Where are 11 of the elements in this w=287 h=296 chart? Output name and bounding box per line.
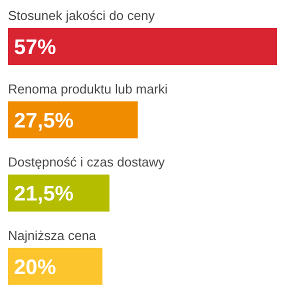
y-tick-label: Najniższa cena [8, 228, 97, 243]
data-label: 57% [14, 36, 56, 59]
bar [8, 248, 102, 285]
y-tick-label: Renoma produktu lub marki [8, 81, 168, 96]
bar [8, 101, 138, 138]
data-label: 27,5% [14, 109, 74, 132]
data-label: 21,5% [14, 182, 74, 206]
bar [8, 28, 277, 65]
data-label: 20% [14, 256, 56, 279]
y-tick-label: Dostępność i czas dostawy [8, 154, 166, 170]
y-tick-label: Stosunek jakości do ceny [8, 8, 156, 23]
